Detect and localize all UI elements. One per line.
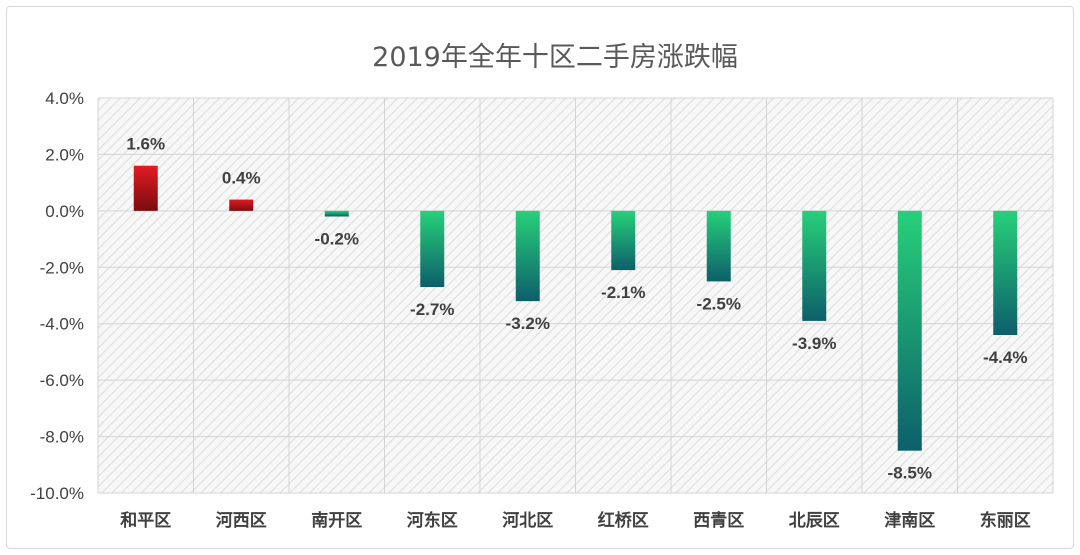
bars [133,165,1018,451]
y-tick-label: 0.0% [45,202,84,221]
x-tick-label: 北辰区 [789,511,840,531]
y-tick-label: -2.0% [40,258,84,277]
data-label: -0.2% [315,230,359,249]
x-tick-label: 红桥区 [598,510,649,531]
data-label: -8.5% [888,464,932,483]
data-label: -3.9% [792,334,836,353]
data-label: -3.2% [506,314,550,333]
bar [897,210,922,451]
x-tick-label: 河北区 [502,511,553,531]
data-label: 0.4% [222,169,261,188]
x-tick-label: 河西区 [216,511,267,531]
y-tick-label: 2.0% [45,145,84,164]
x-tick-label: 西青区 [693,510,744,531]
bar [420,210,445,288]
x-tick-label: 河东区 [407,510,458,531]
x-tick-label: 南开区 [311,510,362,531]
data-label: -4.4% [983,348,1027,367]
bar [515,210,540,302]
chart-title: 2019年全年十区二手房涨跌幅 [372,42,738,73]
data-labels: 1.6% 0.4% -0.2% -2.7% -3.2% -2.1% -2.5% -3.9% -8… [126,135,1027,483]
x-tick-label: 东丽区 [980,510,1031,531]
bar [993,210,1018,335]
y-tick-label: 4.0% [45,89,84,108]
bar [324,210,349,217]
bar [706,210,731,282]
y-axis: 4.0% 2.0% 0.0% -2.0% -4.0% -6.0% -8.0% -10.0% [30,89,84,503]
bar [133,165,158,211]
y-tick-label: -10.0% [30,484,84,503]
gridlines [97,97,1054,494]
data-label: -2.7% [410,300,454,319]
x-tick-label: 津南区 [884,510,935,531]
bar [229,199,254,211]
x-tick-label: 和平区 [120,511,171,531]
data-label: 1.6% [126,135,165,154]
bar [611,210,636,271]
y-tick-label: -4.0% [40,315,84,334]
x-axis: 和平区 河西区 南开区 河东区 河北区 红桥区 西青区 北辰区 津南区 东丽区 [120,510,1031,531]
y-tick-label: -8.0% [40,428,84,447]
y-tick-label: -6.0% [40,371,84,390]
data-label: -2.5% [697,294,741,313]
data-label: -2.1% [601,283,645,302]
bar [802,210,827,321]
